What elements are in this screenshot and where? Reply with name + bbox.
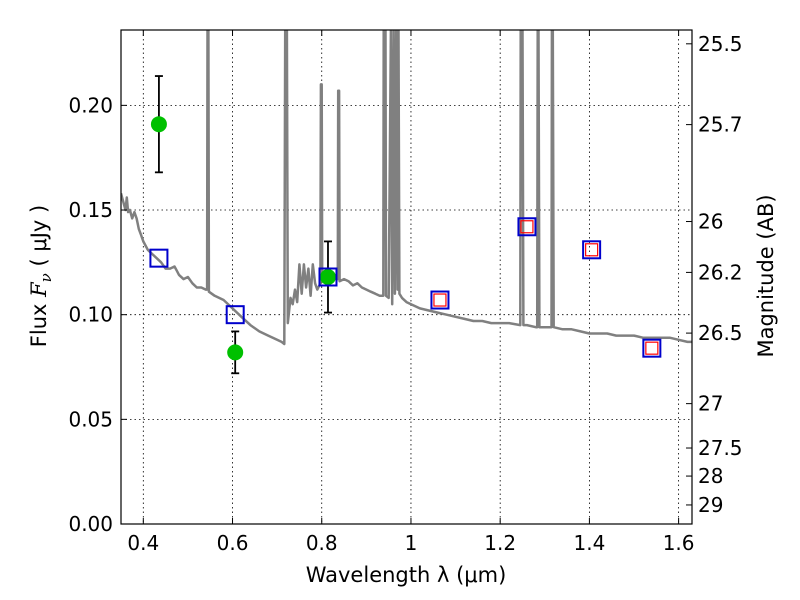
model-photometry-inner-point bbox=[585, 243, 599, 257]
observed-point bbox=[319, 269, 336, 285]
x-tick-label: 0.8 bbox=[306, 531, 338, 555]
y-axis-label-symbol: F bbox=[27, 281, 51, 298]
model-photometry-point bbox=[318, 267, 338, 287]
y-tick-label: 0.00 bbox=[68, 512, 113, 536]
x-tick-label: 1.2 bbox=[484, 531, 516, 555]
y-tick-label: 0.15 bbox=[68, 198, 113, 222]
model-photometry-point bbox=[517, 217, 537, 237]
x-tick-label: 0.6 bbox=[217, 531, 249, 555]
model-photometry-inner-point bbox=[433, 293, 447, 307]
model-photometry-point bbox=[149, 248, 169, 268]
y2-tick-label: 25.5 bbox=[698, 32, 743, 56]
spectrum-layer bbox=[121, 30, 692, 346]
axis-ticks: 0.4 0.6 0.8 1 1.2 1.4 1.6 0.00 0.05 0.10 0.15 0.20 2… bbox=[68, 30, 743, 555]
y2-tick-label: 27 bbox=[698, 392, 723, 416]
x-tick-label: 0.4 bbox=[127, 531, 159, 555]
y2-tick-label: 27.5 bbox=[698, 436, 743, 460]
y2-tick-label: 29 bbox=[698, 493, 723, 517]
model-photometry-point bbox=[582, 240, 602, 260]
model-photometry-point bbox=[430, 290, 450, 310]
y2-tick-label: 28 bbox=[698, 464, 723, 488]
x-tick-label: 1.6 bbox=[663, 531, 695, 555]
model-photometry-inner-point bbox=[520, 220, 534, 234]
y-axis-label-subscript: ν bbox=[37, 273, 55, 282]
spectrum-line bbox=[121, 30, 692, 346]
y-axis-label-unit: ( μJy ) bbox=[27, 205, 51, 273]
y-axis-label-prefix: Flux bbox=[27, 297, 51, 347]
x-tick-label: 1.4 bbox=[573, 531, 605, 555]
model-photometry-point bbox=[642, 338, 662, 358]
observed-point bbox=[227, 344, 244, 361]
x-axis-label: Wavelength λ (μm) bbox=[306, 563, 507, 587]
y2-tick-label: 25.7 bbox=[698, 113, 743, 137]
model-photometry-point bbox=[225, 305, 245, 325]
model-photometry-inner-point bbox=[645, 341, 659, 355]
y2-axis-label: Magnitude (AB) bbox=[754, 194, 778, 357]
y-tick-label: 0.20 bbox=[68, 93, 113, 117]
plot-frame bbox=[120, 29, 693, 525]
photometry-layer bbox=[149, 75, 662, 375]
y-axis-label: Flux Fν ( μJy ) bbox=[27, 205, 55, 347]
x-tick-label: 1 bbox=[405, 531, 418, 555]
y-tick-label: 0.10 bbox=[68, 303, 113, 327]
y-tick-label: 0.05 bbox=[68, 407, 113, 431]
y2-tick-label: 26.5 bbox=[698, 321, 743, 345]
observed-point bbox=[150, 116, 167, 133]
y2-tick-label: 26.2 bbox=[698, 260, 743, 284]
y2-tick-label: 26 bbox=[698, 210, 723, 234]
